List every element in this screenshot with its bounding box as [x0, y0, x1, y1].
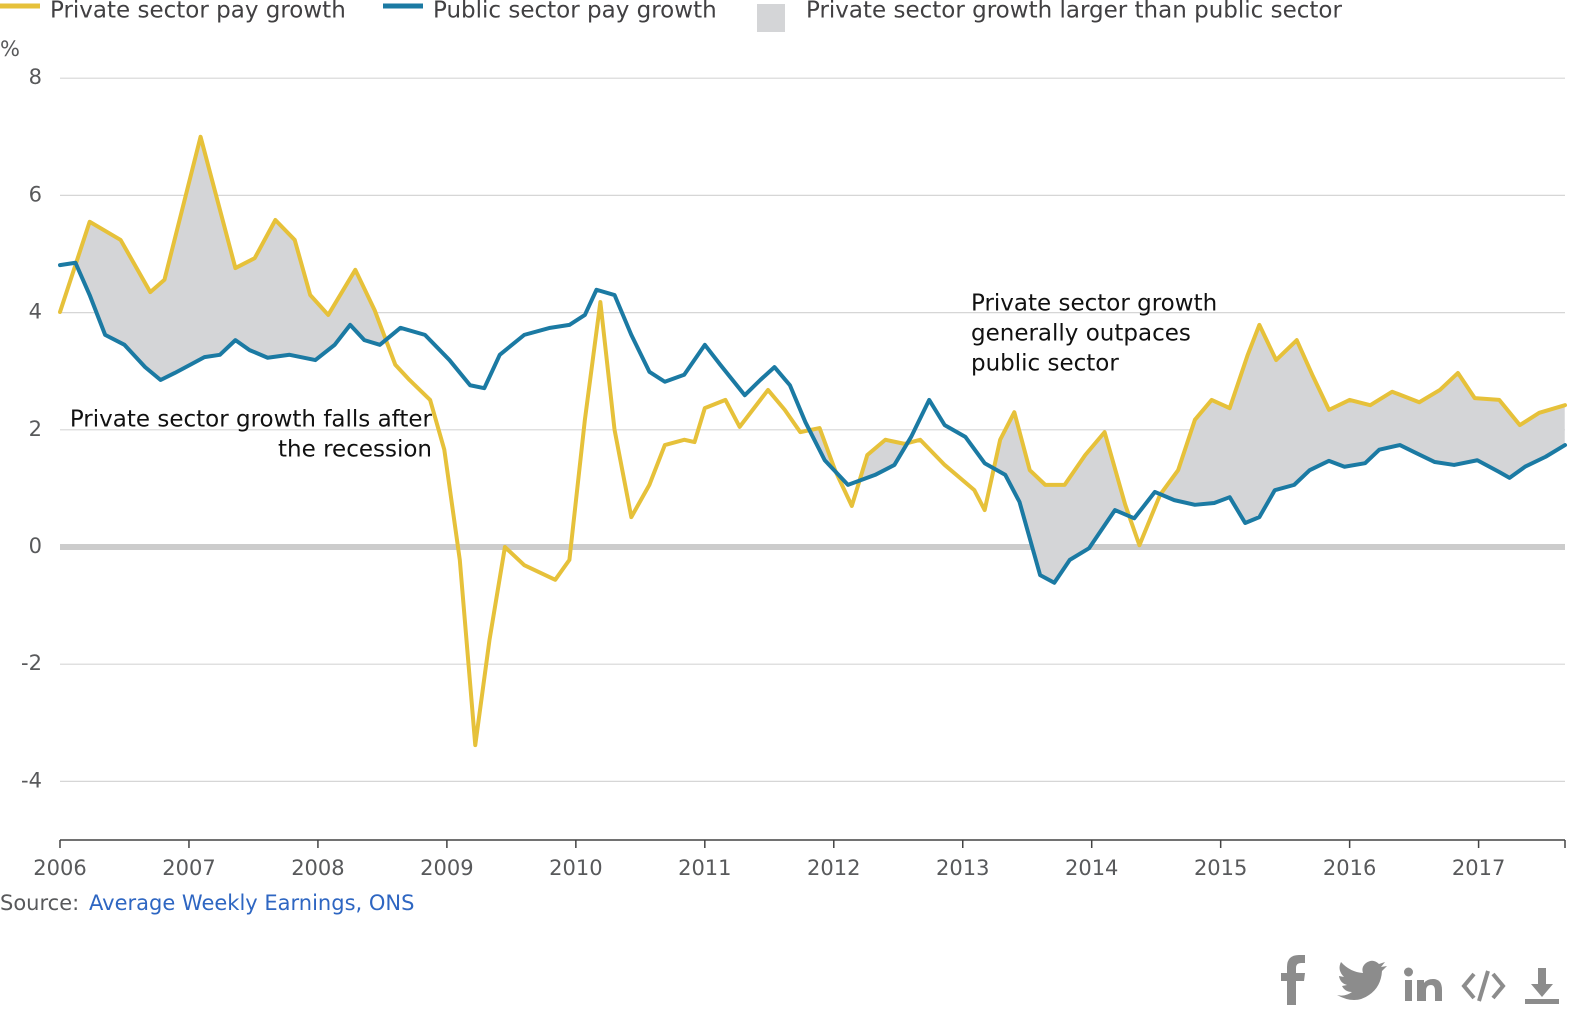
y-tick-label: 0: [29, 534, 42, 558]
y-tick-label: -4: [21, 768, 42, 792]
x-tick-label: 2006: [33, 856, 86, 880]
twitter-icon[interactable]: [1337, 960, 1387, 1000]
x-tick-label: 2013: [936, 856, 989, 880]
legend: Private sector pay growth Public sector p…: [0, 0, 1342, 32]
embed-icon[interactable]: [1461, 970, 1506, 1002]
outperformance-area: [1160, 324, 1565, 523]
outperformance-area: [75, 137, 386, 380]
legend-label: Private sector pay growth: [50, 0, 346, 24]
annotation: the recession: [278, 437, 432, 463]
lines: [58, 134, 1567, 748]
series-line: [58, 260, 1567, 585]
outperformance-area: [994, 412, 1129, 583]
series-line: [58, 134, 1567, 748]
x-tick-label: 2010: [549, 856, 602, 880]
x-tick-label: 2017: [1452, 856, 1505, 880]
download-icon[interactable]: [1525, 968, 1559, 1004]
y-tick-label: 6: [29, 182, 42, 206]
y-tick-label: 4: [29, 300, 42, 324]
outperformance-area: [859, 439, 908, 481]
annotation: Private sector growth: [971, 291, 1217, 317]
y-axis-label: %: [0, 37, 20, 61]
y-tick-label: 8: [29, 65, 42, 89]
source-link[interactable]: Average Weekly Earnings, ONS: [89, 891, 414, 915]
facebook-icon[interactable]: [1281, 955, 1305, 1005]
x-tick-label: 2009: [420, 856, 473, 880]
x-tick-label: 2014: [1065, 856, 1118, 880]
annotation: Private sector growth falls after: [70, 407, 433, 433]
y-tick-label: 2: [29, 417, 42, 441]
legend-swatch: [757, 4, 785, 32]
annotation: public sector: [971, 351, 1119, 377]
y-tick-label: -2: [21, 651, 42, 675]
x-tick-label: 2007: [162, 856, 215, 880]
linkedin-icon[interactable]: [1404, 967, 1442, 1002]
source-label: Source:: [0, 891, 79, 915]
x-tick-label: 2016: [1323, 856, 1376, 880]
x-tick-label: 2008: [291, 856, 344, 880]
legend-label: Public sector pay growth: [433, 0, 717, 24]
x-tick-label: 2015: [1194, 856, 1247, 880]
legend-label: Private sector growth larger than public…: [806, 0, 1342, 24]
x-tick-label: 2011: [678, 856, 731, 880]
share-icons: [1281, 955, 1559, 1005]
x-tick-label: 2012: [807, 856, 860, 880]
areas: [75, 137, 1565, 583]
annotation: generally outpaces: [971, 321, 1191, 347]
